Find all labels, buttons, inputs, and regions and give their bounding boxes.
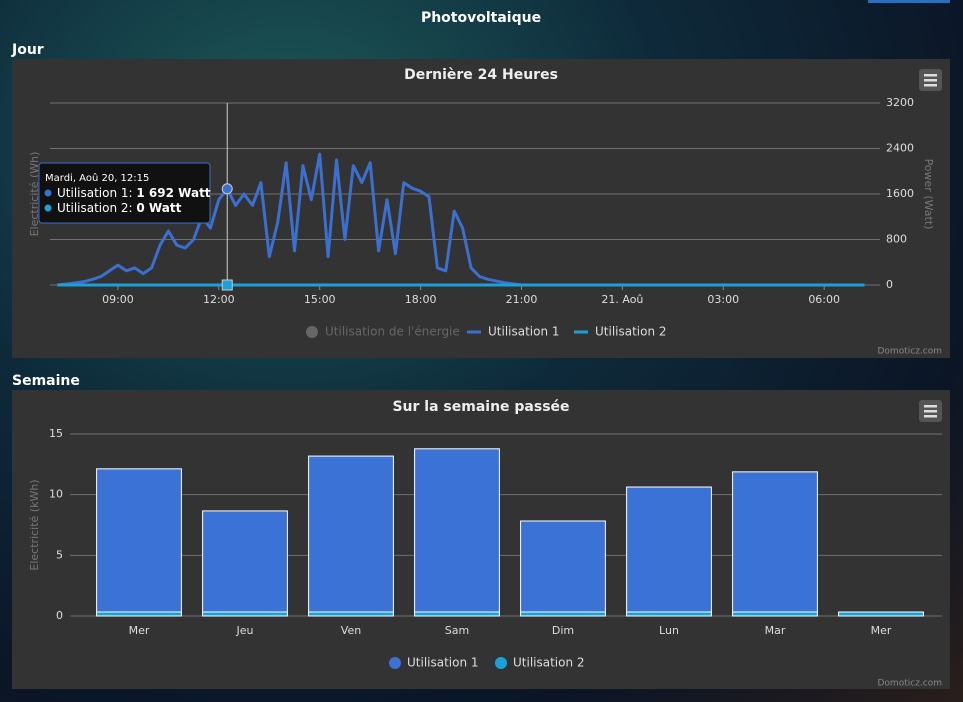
tooltip: Mardi, Aoû 20, 12:15 Utilisation 1: 1 692… [38,162,211,224]
tooltip-value: 1 692 Watt [136,186,210,200]
tooltip-label: Utilisation 1: [57,186,133,200]
x-tick-label: 15:00 [304,293,336,306]
y-axis-title: Electricité (kWh) [28,479,41,570]
tooltip-dot [44,204,52,212]
x-tick-label: Dim [552,624,574,637]
bar [308,455,394,613]
bar [626,611,712,617]
legend-symbol [389,657,401,669]
x-tick-label: Mer [871,624,892,637]
x-tick-label: Mer [129,624,150,637]
x-tick-label: Jeu [236,624,254,637]
section-title: Semaine [12,373,80,389]
legend-label: Utilisation 2 [513,656,585,670]
y2-tick-label: 0 [886,278,893,291]
x-tick-label: 21. Aoû [601,293,643,306]
bar [308,611,394,617]
menu-button[interactable] [919,400,942,422]
hover-marker [221,279,233,291]
x-tick-label: 09:00 [102,293,134,306]
bar [414,611,500,617]
hover-marker [221,183,233,195]
chart-title: Sur la semaine passée [392,399,569,415]
tooltip-dot [44,189,52,197]
legend-label: Utilisation 1 [488,325,560,339]
y-tick-label: 10 [49,488,63,501]
y2-axis-title: Power (Watt) [922,159,935,230]
x-tick-label: Mar [765,624,786,637]
bar [732,611,818,617]
section-title: Jour [11,42,44,58]
x-tick-label: 06:00 [808,293,840,306]
y2-tick-label: 2400 [886,142,914,155]
line-series [57,152,865,287]
legend-symbol [495,657,507,669]
chart-title: Dernière 24 Heures [404,67,558,83]
y2-tick-label: 3200 [886,96,914,109]
tooltip-value: 0 Watt [136,201,181,215]
bar [838,611,924,617]
y-tick-label: 5 [56,548,63,561]
tooltip-item: Utilisation 1: 1 692 Watt [57,186,211,200]
bar [520,520,606,613]
bar [202,510,288,613]
x-tick-label: 03:00 [707,293,739,306]
y2-tick-label: 800 [886,233,907,246]
x-tick-label: 21:00 [506,293,538,306]
x-tick-label: Lun [659,624,679,637]
menu-button[interactable] [919,69,942,91]
legend-label: Utilisation de l'énergie [325,325,460,339]
legend-label: Utilisation 1 [407,656,479,670]
bar [202,611,288,617]
bar [414,448,500,613]
y-axis-title: Electricité (Wh) [28,152,41,237]
tooltip-label: Utilisation 2: [57,201,133,215]
bar [732,471,818,613]
credit: Domoticz.com [878,679,943,689]
bar [96,468,182,613]
y-tick-label: 0 [56,609,63,622]
bar [626,486,712,613]
legend-symbol [306,326,318,338]
bar [96,611,182,617]
tooltip-title: Mardi, Aoû 20, 12:15 [45,172,149,184]
x-tick-label: Ven [341,624,361,637]
x-tick-label: Sam [445,624,469,637]
top-button[interactable] [868,0,950,3]
credit: Domoticz.com [878,347,943,357]
y2-tick-label: 1600 [886,187,914,200]
x-tick-label: 12:00 [203,293,235,306]
bar [520,611,606,617]
legend-label: Utilisation 2 [595,325,667,339]
x-tick-label: 18:00 [405,293,437,306]
page-title: Photovoltaique [421,10,541,26]
tooltip-box [38,162,211,224]
tooltip-item: Utilisation 2: 0 Watt [57,201,182,215]
y-tick-label: 15 [49,427,63,440]
